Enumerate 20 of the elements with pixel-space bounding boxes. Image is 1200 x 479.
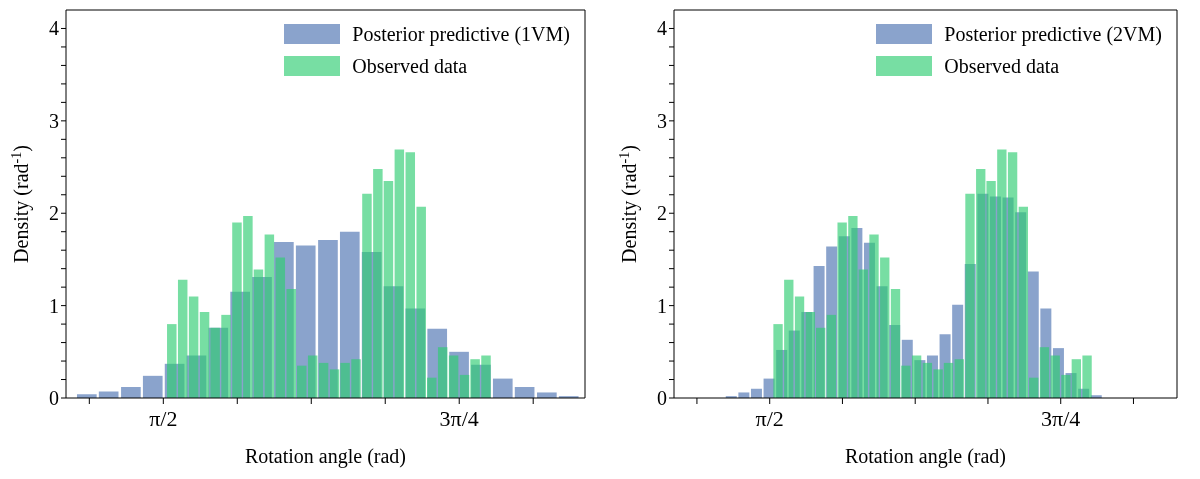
y-tick-label: 2: [657, 202, 667, 225]
y-tick-label: 1: [657, 294, 667, 317]
legend-label: Observed data: [944, 54, 1060, 78]
legend-label: Posterior predictive (2VM): [944, 22, 1162, 46]
x-axis-title: Rotation angle (rad): [244, 445, 407, 468]
y-tick-label: 4: [657, 17, 667, 40]
x-tick-label: π/2: [149, 406, 178, 431]
y-tick-label: 3: [657, 109, 667, 132]
y-tick-label: 0: [49, 387, 59, 409]
y-tick-label: 4: [49, 17, 59, 40]
y-tick-label: 3: [49, 109, 59, 132]
y-tick-label: 1: [49, 294, 59, 317]
legend-label: Posterior predictive (1VM): [352, 22, 570, 46]
y-tick-label: 2: [49, 202, 59, 225]
x-tick-label: 3π/4: [1041, 406, 1081, 431]
y-tick-label: 0: [657, 387, 667, 409]
x-tick-label: π/2: [755, 406, 784, 431]
x-axis-title: Rotation angle (rad): [844, 445, 1007, 468]
x-tick-label: 3π/4: [439, 406, 479, 431]
legend-label: Observed data: [352, 54, 468, 78]
